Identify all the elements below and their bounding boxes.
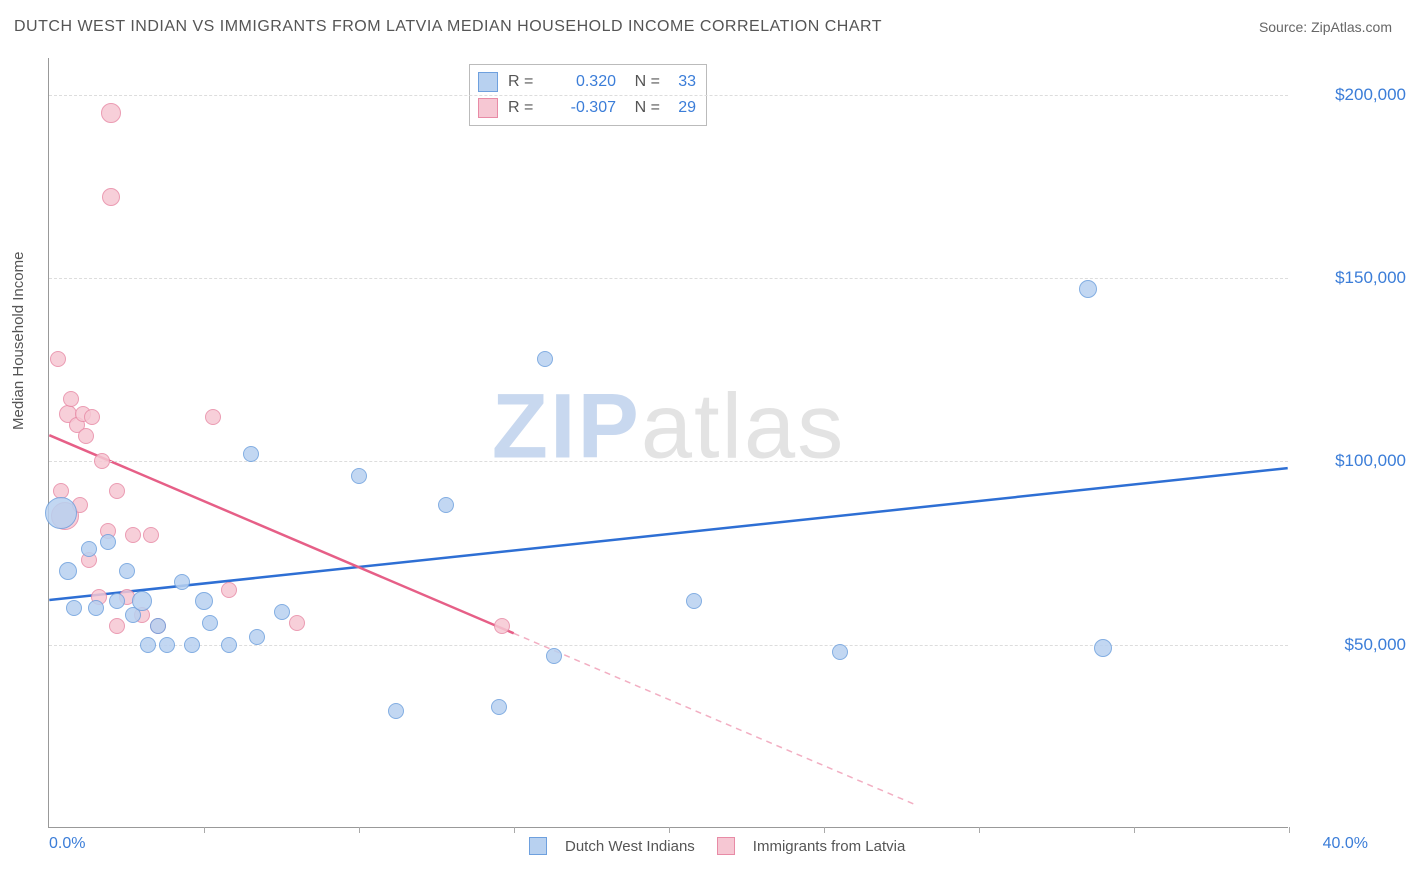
x-tick-mark (514, 827, 515, 833)
data-point-dutch (66, 600, 82, 616)
data-point-dutch (109, 593, 125, 609)
legend-swatch-latvia (717, 837, 735, 855)
n-label: N = (616, 99, 660, 117)
data-point-dutch (100, 534, 116, 550)
data-point-dutch (686, 593, 702, 609)
r-value: 0.320 (544, 73, 616, 91)
data-point-dutch (491, 699, 507, 715)
y-tick-label: $150,000 (1335, 268, 1406, 288)
stats-row-latvia: R = -0.307 N = 29 (478, 95, 696, 121)
legend: Dutch West Indians Immigrants from Latvi… (529, 837, 905, 855)
data-point-latvia (50, 351, 66, 367)
plot-area: ZIPatlas R = 0.320 N = 33 R = -0.307 N =… (48, 58, 1288, 828)
data-point-dutch (832, 644, 848, 660)
swatch-latvia (478, 98, 498, 118)
data-point-latvia (63, 391, 79, 407)
swatch-dutch (478, 72, 498, 92)
data-point-dutch (174, 574, 190, 590)
data-point-dutch (438, 497, 454, 513)
data-point-latvia (94, 453, 110, 469)
data-point-dutch (1079, 280, 1097, 298)
data-point-dutch (184, 637, 200, 653)
data-point-latvia (221, 582, 237, 598)
data-point-latvia (494, 618, 510, 634)
data-point-dutch (150, 618, 166, 634)
x-tick-mark (979, 827, 980, 833)
data-point-latvia (109, 618, 125, 634)
data-point-dutch (249, 629, 265, 645)
y-tick-label: $100,000 (1335, 451, 1406, 471)
data-point-dutch (140, 637, 156, 653)
data-point-dutch (1094, 639, 1112, 657)
data-point-dutch (159, 637, 175, 653)
data-point-dutch (45, 497, 77, 529)
n-value: 33 (660, 73, 696, 91)
data-point-dutch (537, 351, 553, 367)
data-point-dutch (195, 592, 213, 610)
data-point-latvia (84, 409, 100, 425)
data-point-dutch (132, 591, 152, 611)
data-point-dutch (388, 703, 404, 719)
x-tick-mark (824, 827, 825, 833)
x-tick-mark (1289, 827, 1290, 833)
data-point-dutch (202, 615, 218, 631)
x-tick-mark (1134, 827, 1135, 833)
data-point-latvia (78, 428, 94, 444)
data-point-dutch (88, 600, 104, 616)
legend-label-dutch: Dutch West Indians (565, 838, 695, 855)
data-point-dutch (221, 637, 237, 653)
data-point-dutch (351, 468, 367, 484)
chart-title: DUTCH WEST INDIAN VS IMMIGRANTS FROM LAT… (14, 18, 882, 36)
x-tick-mark (204, 827, 205, 833)
legend-swatch-dutch (529, 837, 547, 855)
data-point-dutch (546, 648, 562, 664)
x-tick-mark (669, 827, 670, 833)
data-point-latvia (101, 103, 121, 123)
data-point-latvia (289, 615, 305, 631)
n-value: 29 (660, 99, 696, 117)
data-point-dutch (243, 446, 259, 462)
x-tick-mark (359, 827, 360, 833)
data-point-dutch (274, 604, 290, 620)
legend-label-latvia: Immigrants from Latvia (753, 838, 906, 855)
data-point-latvia (109, 483, 125, 499)
x-tick-min: 0.0% (49, 835, 85, 853)
data-point-dutch (59, 562, 77, 580)
data-point-latvia (143, 527, 159, 543)
r-value: -0.307 (544, 99, 616, 117)
n-label: N = (616, 73, 660, 91)
stats-row-dutch: R = 0.320 N = 33 (478, 69, 696, 95)
y-axis-label: Median Household Income (10, 252, 27, 430)
data-point-dutch (81, 541, 97, 557)
data-point-latvia (102, 188, 120, 206)
x-tick-max: 40.0% (1323, 835, 1368, 853)
data-point-latvia (125, 527, 141, 543)
y-tick-label: $200,000 (1335, 85, 1406, 105)
data-point-dutch (119, 563, 135, 579)
y-tick-label: $50,000 (1345, 635, 1406, 655)
source-label: Source: ZipAtlas.com (1259, 19, 1392, 35)
data-point-latvia (205, 409, 221, 425)
